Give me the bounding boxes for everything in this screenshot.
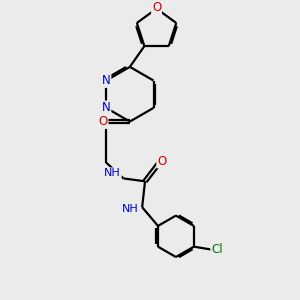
Text: NH: NH [104,168,121,178]
Text: O: O [157,155,166,168]
Text: NH: NH [122,204,139,214]
Text: O: O [152,1,161,14]
Text: N: N [102,74,110,87]
Text: N: N [102,101,110,114]
Text: Cl: Cl [211,243,223,256]
Text: O: O [98,115,108,128]
